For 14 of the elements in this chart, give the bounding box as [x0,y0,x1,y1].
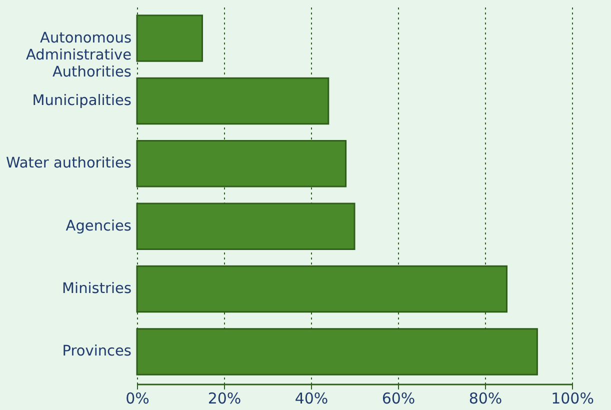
x-tick-label: 80% [468,390,502,408]
y-tick-label: Provinces [62,344,132,360]
y-tick-label: Water authorities [6,156,132,172]
x-tick-label: 40% [294,390,328,408]
y-tick-label: Municipalities [32,92,132,109]
bar [136,77,330,125]
x-tick-label: 0% [126,390,150,408]
x-tick-label: 20% [208,390,242,408]
y-tick-label: Agencies [66,218,132,234]
bar [136,202,356,250]
y-tick-label: Autonomous Administrative Authorities [26,30,132,80]
x-tick-label: 60% [382,390,416,408]
x-tick-label: 100% [551,390,594,408]
y-tick-label: Ministries [62,281,132,298]
